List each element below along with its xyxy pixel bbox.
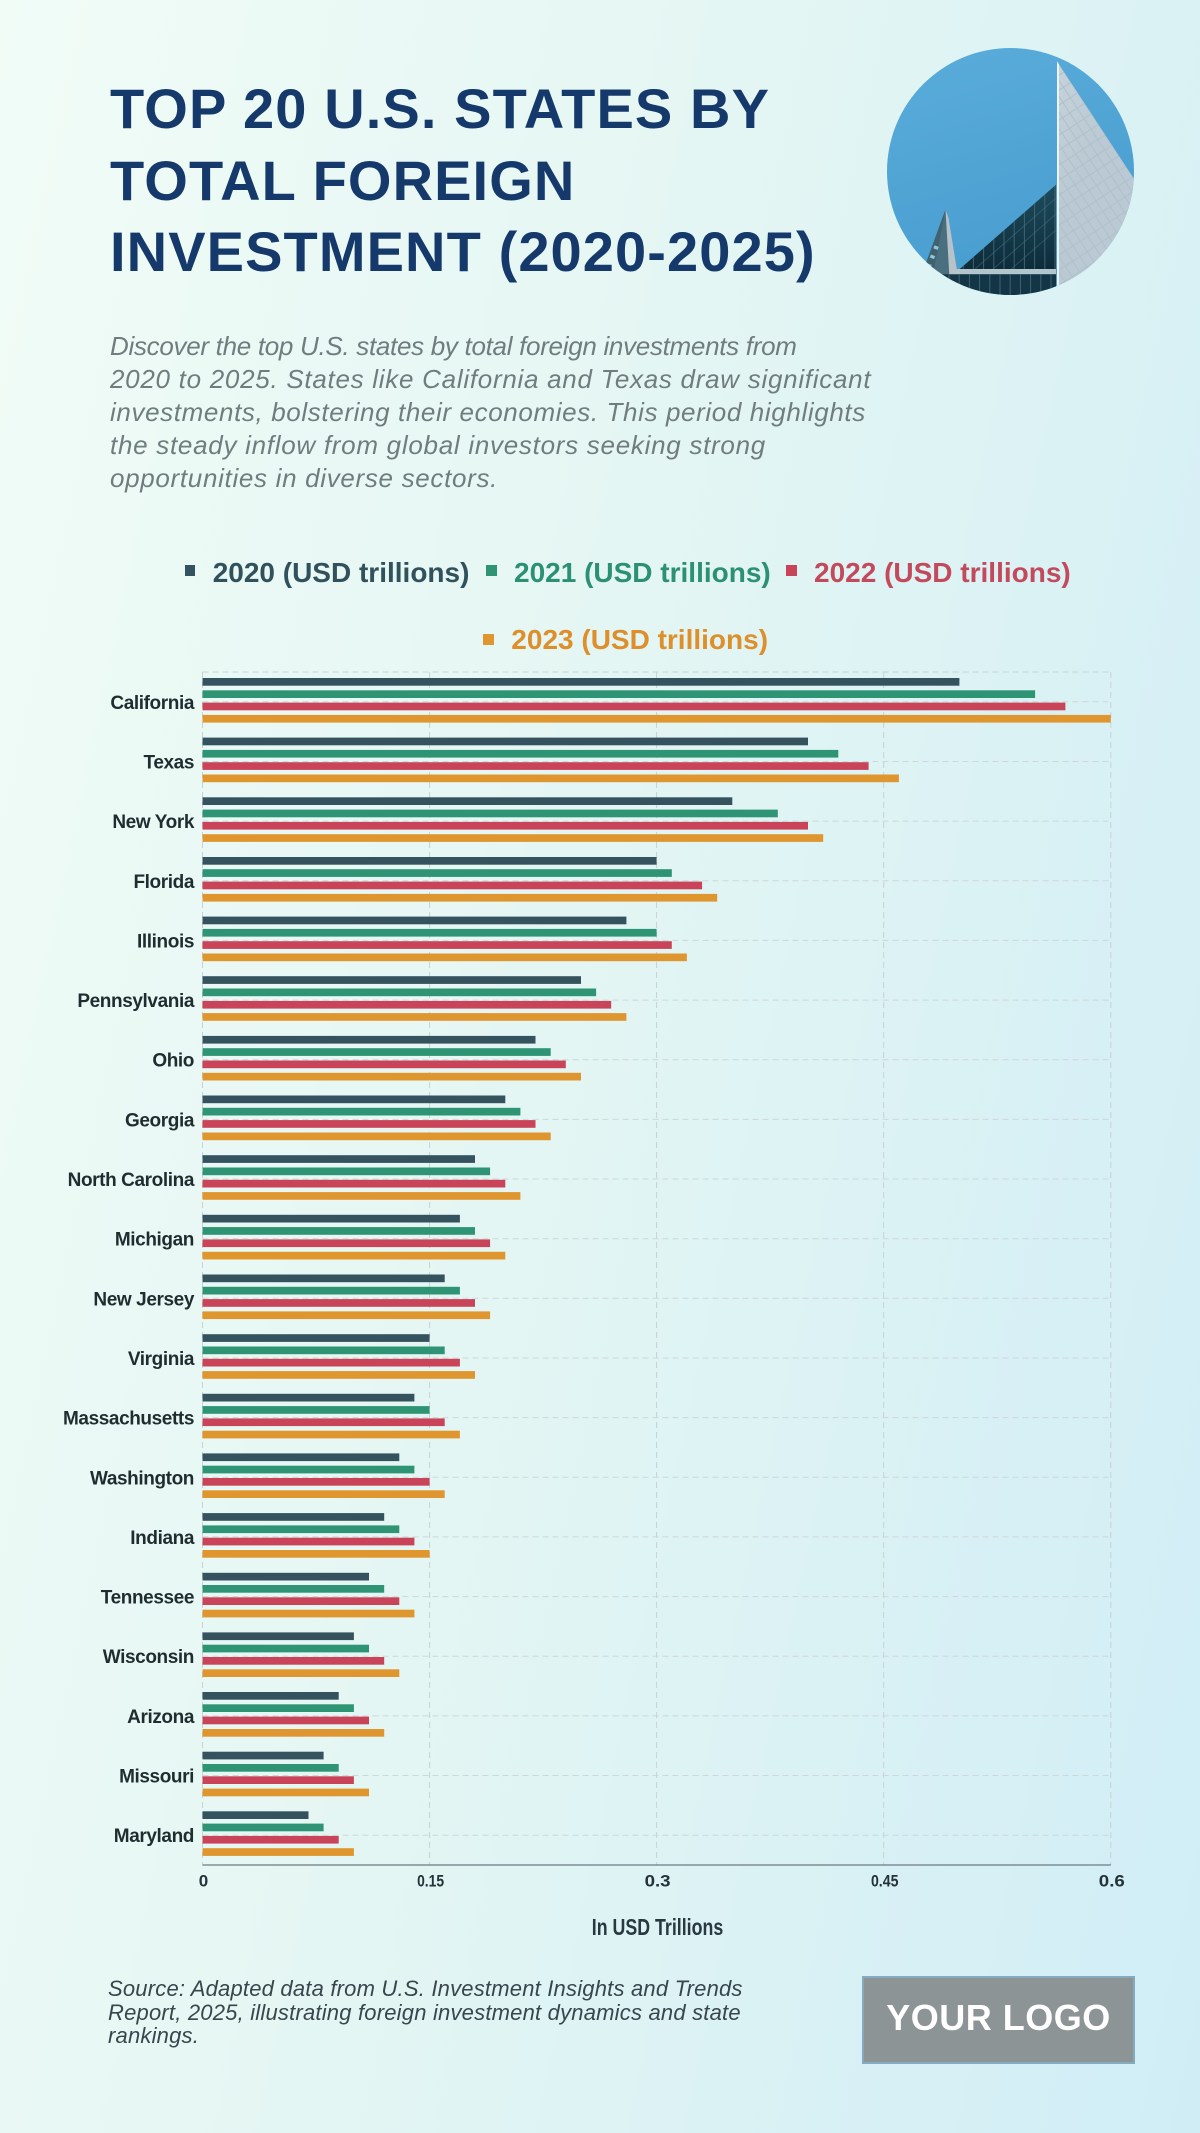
svg-text:Ohio: Ohio (152, 1051, 194, 1072)
svg-text:Indiana: Indiana (130, 1528, 195, 1549)
svg-text:Virginia: Virginia (128, 1349, 195, 1370)
svg-text:Arizona: Arizona (127, 1707, 195, 1728)
svg-text:New York: New York (112, 812, 194, 833)
svg-text:North Carolina: North Carolina (68, 1170, 195, 1191)
svg-text:Maryland: Maryland (114, 1826, 194, 1847)
svg-text:Michigan: Michigan (115, 1230, 194, 1251)
svg-text:In USD Trillions: In USD Trillions (592, 1914, 724, 1940)
svg-text:Pennsylvania: Pennsylvania (77, 991, 194, 1012)
svg-text:Florida: Florida (133, 872, 194, 893)
svg-text:Wisconsin: Wisconsin (103, 1647, 194, 1668)
svg-text:Missouri: Missouri (119, 1767, 194, 1788)
svg-text:0: 0 (199, 1872, 208, 1891)
svg-text:Massachusetts: Massachusetts (63, 1409, 194, 1430)
svg-text:0.3: 0.3 (645, 1872, 671, 1891)
svg-text:Texas: Texas (144, 753, 194, 774)
svg-text:Tennessee: Tennessee (101, 1588, 194, 1609)
svg-text:0.6: 0.6 (1099, 1872, 1125, 1891)
svg-text:California: California (110, 693, 194, 714)
svg-text:Illinois: Illinois (137, 931, 194, 952)
svg-text:0.15: 0.15 (417, 1872, 444, 1891)
svg-text:Washington: Washington (90, 1468, 194, 1489)
svg-text:0.45: 0.45 (871, 1872, 899, 1891)
svg-text:Georgia: Georgia (125, 1110, 195, 1131)
svg-text:New Jersey: New Jersey (93, 1289, 194, 1310)
